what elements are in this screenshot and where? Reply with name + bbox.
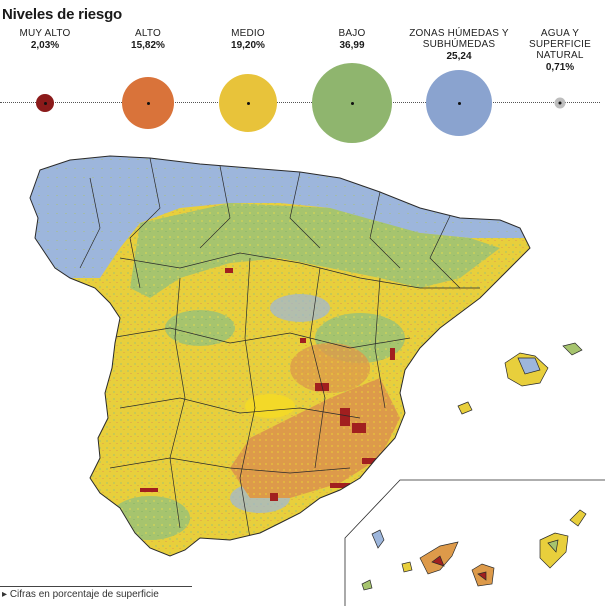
- legend-value: 25,24: [446, 51, 472, 62]
- balearic-islands: [457, 342, 583, 415]
- legend-dotted-line: [0, 102, 600, 103]
- spain-risk-map: [29, 155, 605, 606]
- legend-circle-medio: [219, 74, 277, 132]
- legend-value: 19,20%: [231, 40, 265, 51]
- province-borders: [79, 157, 480, 539]
- canary-frame: [344, 479, 605, 606]
- legend-label: ZONAS HÚMEDAS Y SUBHÚMEDAS: [409, 28, 509, 50]
- legend-value: 15,82%: [131, 40, 165, 51]
- legend-item-agua: AGUA Y SUPERFICIE NATURAL 0,71%: [522, 28, 598, 73]
- canary-islands: [361, 509, 587, 591]
- legend-label: BAJO: [338, 28, 366, 39]
- arrow-right-icon: ▸: [2, 589, 8, 600]
- legend-item-alto: ALTO 15,82%: [110, 28, 186, 51]
- legend-value: 36,99: [339, 40, 365, 51]
- legend-circle-muy-alto: [36, 94, 54, 112]
- legend-item-bajo: BAJO 36,99: [314, 28, 390, 51]
- legend-label: ALTO: [135, 28, 161, 39]
- legend-circle-agua: [554, 97, 566, 109]
- legend-circle-alto: [122, 77, 174, 129]
- footnote-text: Cifras en porcentaje de superficie: [9, 589, 159, 600]
- peninsula-outline: [29, 155, 531, 557]
- legend-label: MUY ALTO: [19, 28, 71, 39]
- map-title: Niveles de riesgo: [2, 6, 122, 23]
- legend-label: AGUA Y SUPERFICIE NATURAL: [528, 28, 591, 61]
- legend-circle-bajo: [312, 63, 392, 143]
- legend: MUY ALTO 2,03% ALTO 15,82% MEDIO 19,20% …: [0, 28, 605, 143]
- footnote-rule: [0, 586, 192, 587]
- legend-item-medio: MEDIO 19,20%: [210, 28, 286, 51]
- legend-label: MEDIO: [231, 28, 265, 39]
- legend-circle-zonas-humedas: [426, 70, 492, 136]
- footnote: ▸ Cifras en porcentaje de superficie: [2, 589, 159, 600]
- legend-item-muy-alto: MUY ALTO 2,03%: [8, 28, 82, 51]
- legend-value: 0,71%: [545, 62, 575, 73]
- legend-value: 2,03%: [30, 40, 60, 51]
- legend-item-zonas-humedas: ZONAS HÚMEDAS Y SUBHÚMEDAS 25,24: [408, 28, 510, 62]
